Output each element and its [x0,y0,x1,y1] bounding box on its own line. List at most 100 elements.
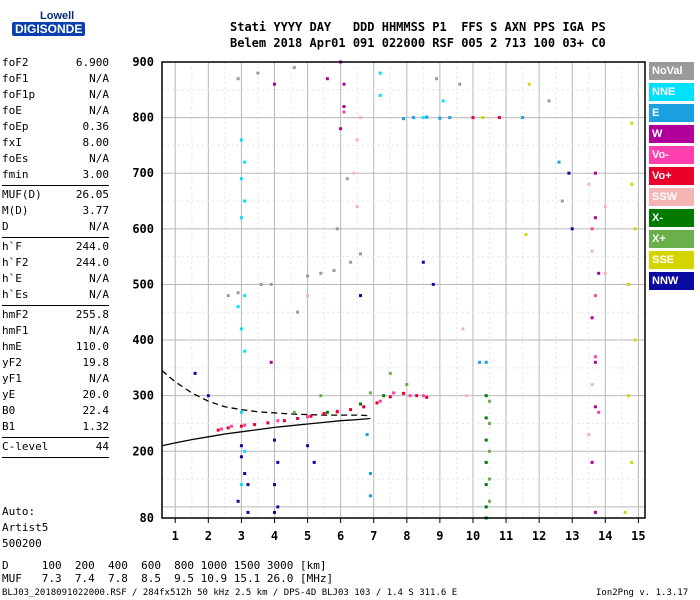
param-row: fxI 8.00 [2,136,109,152]
data-point [590,227,594,231]
x-tick-label: 12 [532,529,546,543]
data-point [332,269,336,272]
data-point [236,499,240,503]
data-point [220,427,223,431]
plot-frame [161,61,646,519]
data-point [378,71,382,75]
data-point [368,391,372,395]
data-point [230,424,233,428]
x-tick-label: 3 [238,529,245,543]
data-point [488,422,491,425]
data-point [306,415,310,419]
data-point [458,82,462,86]
param-key: foEs [2,152,29,165]
series-w [269,60,601,514]
footer-file-row: BLJ03_2018091022000.RSF / 284fx512h 50 k… [2,588,458,598]
param-key: yE [2,388,16,401]
data-point [478,360,482,364]
param-value: 26.05 [75,188,109,201]
data-point [296,417,300,420]
data-point [359,402,362,406]
data-point [253,423,257,427]
x-tick-label: 14 [598,529,612,543]
data-point [375,401,379,405]
data-point [322,412,326,415]
param-key: C-level [2,440,49,453]
data-point [342,105,346,108]
param-key: D [2,220,9,233]
y-tick-label: 700 [132,166,154,180]
param-row: fmin 3.00 [2,168,109,184]
chart-points [193,60,637,520]
param-value: 244.0 [75,240,109,253]
data-point [623,510,627,514]
data-point [560,199,564,203]
param-row: B1 1.32 [2,420,109,436]
data-point [471,116,475,120]
data-point [339,127,343,131]
param-value: 3.77 [82,204,110,217]
param-value: N/A [89,104,109,117]
param-row: M(D) 3.77 [2,204,109,220]
data-point [630,460,634,464]
data-point [243,349,247,353]
data-point [359,294,362,298]
data-point [388,371,392,375]
y-tick-label: 500 [132,277,154,291]
data-point [273,483,276,487]
series-noval [226,66,564,314]
param-row: hmF1 N/A [2,324,109,340]
data-point [484,438,488,442]
y-tick-label: 400 [132,333,154,347]
data-point [382,394,386,398]
data-point [239,216,243,220]
param-key: B1 [2,420,16,433]
param-value: N/A [89,324,109,337]
data-point [325,77,329,81]
series-x- [292,371,491,503]
data-point [421,260,425,264]
y-tick-label: 800 [132,111,154,125]
param-row: foE N/A [2,104,109,120]
param-key: hmF1 [2,324,29,337]
legend-item: NoVal [649,62,694,80]
param-key: h`E [2,272,22,285]
data-point [603,271,607,275]
x-tick-label: 2 [205,529,212,543]
param-value: 6.900 [75,56,109,69]
data-point [236,291,240,295]
legend-item: Vo+ [649,167,694,185]
logo-lowell-text: Lowell [40,10,75,22]
param-value: N/A [89,88,109,101]
param-key: foE [2,104,22,117]
data-point [226,426,230,430]
data-point [309,414,313,418]
data-point [335,227,339,231]
data-point [335,410,339,414]
data-point [239,177,243,181]
data-point [269,360,273,364]
param-row: foF2 6.900 [2,56,109,72]
legend-item: E [649,104,694,122]
param-value: N/A [89,272,109,285]
data-point [312,460,316,464]
data-point [590,316,594,320]
data-point [216,428,220,432]
param-row: h`F2 244.0 [2,256,109,272]
param-key: fmin [2,168,29,181]
series-vo- [216,116,501,432]
data-point [246,510,250,514]
data-point [239,138,243,142]
param-row: yF2 19.8 [2,356,109,372]
data-point [497,116,501,120]
data-point [593,360,597,364]
data-point [438,116,442,120]
solid-profile-curve [161,417,371,447]
data-point [306,444,310,448]
param-separator [2,305,109,306]
param-row: B0 22.4 [2,404,109,420]
data-point [273,438,276,442]
data-point [408,394,412,398]
header-line-2: Belem 2018 Apr01 091 022000 RSF 005 2 71… [230,36,606,50]
param-key: hmE [2,340,22,353]
